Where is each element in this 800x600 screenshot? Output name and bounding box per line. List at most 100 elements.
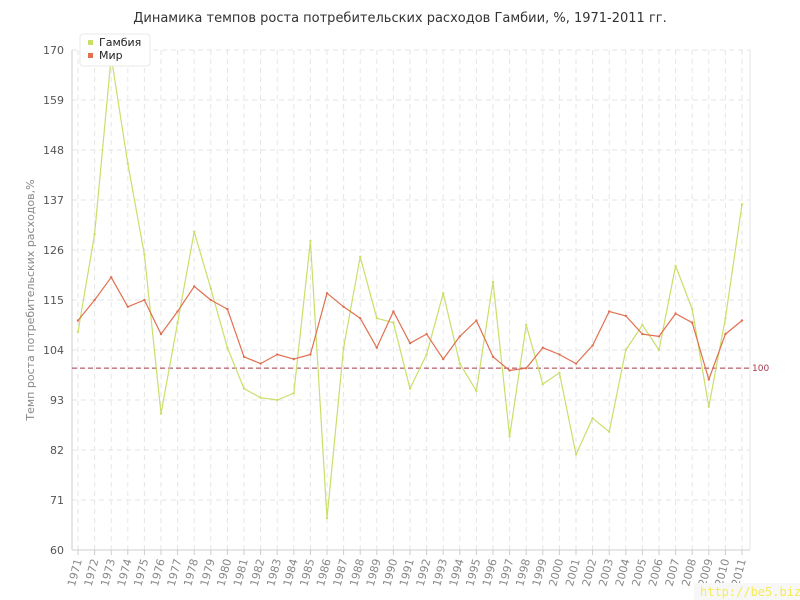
data-point-world xyxy=(691,321,694,324)
y-tick-label: 126 xyxy=(43,244,64,257)
data-point-world xyxy=(558,353,561,356)
data-point-world xyxy=(707,378,710,381)
data-point-gambia xyxy=(707,405,710,408)
data-point-world xyxy=(392,310,395,313)
data-point-gambia xyxy=(292,392,295,395)
data-point-gambia xyxy=(641,323,644,327)
data-point-world xyxy=(624,314,627,318)
data-point-world xyxy=(342,305,345,308)
data-point-gambia xyxy=(392,321,395,324)
y-tick-label: 71 xyxy=(50,494,64,507)
data-point-world xyxy=(657,335,661,338)
data-point-world xyxy=(475,319,478,322)
y-tick-label: 148 xyxy=(43,144,64,157)
data-point-world xyxy=(176,310,179,313)
data-point-gambia xyxy=(541,382,544,386)
data-point-gambia xyxy=(525,323,528,327)
data-point-world xyxy=(641,332,644,336)
data-point-gambia xyxy=(491,280,495,283)
data-point-world xyxy=(425,332,428,336)
y-tick-label: 82 xyxy=(50,444,64,457)
data-point-gambia xyxy=(309,239,312,243)
watermark-background xyxy=(694,583,800,600)
data-point-gambia xyxy=(375,317,378,320)
data-point-world xyxy=(541,346,544,349)
data-point-world xyxy=(292,357,295,361)
data-point-world xyxy=(442,357,445,361)
data-point-gambia xyxy=(76,330,80,333)
data-point-world xyxy=(608,310,611,313)
data-point-gambia xyxy=(359,255,362,258)
watermark-text: http://be5.biz/ xyxy=(700,585,800,599)
legend-label-gambia: Гамбия xyxy=(99,36,141,49)
axes xyxy=(71,50,751,555)
legend-marker-gambia xyxy=(88,40,93,45)
data-point-gambia xyxy=(126,162,129,165)
data-point-gambia xyxy=(475,389,478,393)
data-point-world xyxy=(408,342,412,345)
data-point-world xyxy=(325,292,329,295)
reference-line-group: 100 xyxy=(72,364,769,374)
data-point-world xyxy=(276,353,279,356)
data-point-gambia xyxy=(176,321,179,324)
legend-marker-world xyxy=(88,53,93,58)
data-point-gambia xyxy=(425,353,428,356)
data-point-world xyxy=(574,362,578,365)
grid xyxy=(72,49,750,551)
data-point-gambia xyxy=(574,453,578,456)
data-point-world xyxy=(242,355,246,358)
data-point-world xyxy=(76,319,80,322)
data-point-gambia xyxy=(724,317,727,320)
data-point-gambia xyxy=(325,517,329,520)
legend-label-world: Мир xyxy=(99,49,123,62)
series-group xyxy=(76,55,744,520)
data-point-world xyxy=(309,353,312,356)
data-point-gambia xyxy=(458,362,461,365)
data-point-world xyxy=(259,362,262,365)
data-point-world xyxy=(674,312,677,315)
data-point-gambia xyxy=(259,396,262,399)
data-point-gambia xyxy=(740,203,744,206)
y-axis-title: Темп роста потребительских расходов,% xyxy=(24,179,37,421)
data-point-gambia xyxy=(226,346,229,349)
data-point-world xyxy=(508,369,511,372)
data-point-gambia xyxy=(442,292,445,295)
data-point-gambia xyxy=(242,387,246,390)
data-point-world xyxy=(591,344,594,347)
reference-line-label: 100 xyxy=(752,364,769,374)
data-point-gambia xyxy=(408,387,412,390)
data-point-world xyxy=(110,276,113,279)
data-point-world xyxy=(359,317,362,320)
data-point-gambia xyxy=(674,264,677,268)
chart-title: Динамика темпов роста потребительских ра… xyxy=(133,11,667,26)
data-point-gambia xyxy=(143,253,146,256)
y-tick-label: 137 xyxy=(43,194,64,207)
watermark: http://be5.biz/ xyxy=(694,583,800,600)
data-point-world xyxy=(226,307,229,311)
data-point-gambia xyxy=(691,307,694,311)
data-point-gambia xyxy=(159,412,163,415)
data-point-world xyxy=(93,298,96,302)
data-point-gambia xyxy=(624,348,627,352)
data-point-gambia xyxy=(193,230,196,233)
data-point-world xyxy=(159,332,163,336)
data-point-gambia xyxy=(508,435,511,438)
data-point-world xyxy=(525,367,528,370)
data-point-world xyxy=(491,355,495,358)
data-point-world xyxy=(126,305,129,308)
data-point-gambia xyxy=(93,232,96,236)
data-point-gambia xyxy=(657,348,661,352)
y-tick-label: 104 xyxy=(43,344,64,357)
data-point-world xyxy=(143,298,146,302)
data-point-world xyxy=(193,285,196,288)
data-point-world xyxy=(458,335,461,338)
y-tick-label: 115 xyxy=(43,294,64,307)
data-point-world xyxy=(724,332,727,336)
data-point-world xyxy=(740,319,744,322)
y-tick-label: 170 xyxy=(43,44,64,57)
data-point-gambia xyxy=(342,346,345,349)
y-tick-label: 93 xyxy=(50,394,64,407)
legend-box xyxy=(79,33,151,67)
data-point-gambia xyxy=(209,287,212,290)
